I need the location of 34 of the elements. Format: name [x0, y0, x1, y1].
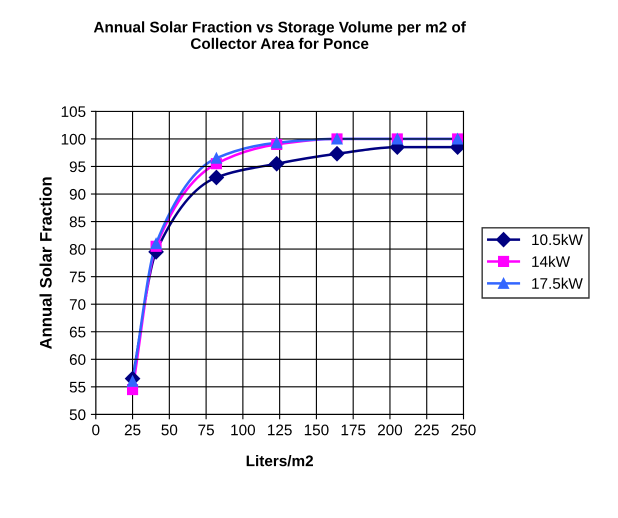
x-tick-label: 225 — [414, 424, 439, 436]
y-tick-label: 95 — [70, 161, 86, 172]
x-tick-label: 75 — [198, 424, 214, 436]
x-tick-label: 0 — [92, 424, 100, 436]
point — [269, 156, 284, 172]
y-tick-label: 105 — [62, 106, 86, 118]
x-tick-label: 250 — [452, 424, 476, 436]
x-tick-label: 175 — [342, 424, 366, 436]
x-tick-label: 100 — [231, 424, 256, 436]
y-tick-label: 60 — [70, 354, 86, 365]
x-tick-label: 125 — [268, 424, 292, 436]
y-tick-label: 55 — [70, 382, 86, 393]
y-tick-label: 100 — [62, 134, 86, 145]
x-tick-label: 200 — [378, 424, 402, 436]
y-axis-title: Annual Solar Fraction — [39, 177, 52, 350]
y-tick-label: 50 — [70, 409, 86, 420]
y-tick-label: 90 — [70, 188, 86, 200]
legend-label: 14kW — [532, 256, 570, 267]
x-tick-label: 25 — [124, 424, 140, 436]
y-tick-label: 70 — [70, 299, 86, 310]
y-tick-label: 85 — [70, 216, 86, 228]
legend-label: 10.5kW — [532, 234, 583, 246]
y-tick-label: 65 — [70, 326, 86, 338]
y-tick-label: 75 — [70, 272, 86, 282]
y-tick-label: 80 — [70, 244, 86, 255]
x-tick-label: 50 — [161, 424, 178, 436]
chart-title: Annual Solar Fraction vs Storage Volume per m2 of Collector Area for Ponce — [94, 21, 466, 50]
point — [210, 152, 222, 164]
point — [329, 146, 345, 162]
legend-label: 17.5kW — [532, 278, 583, 289]
point — [150, 238, 162, 250]
x-tick-label: 150 — [304, 424, 329, 436]
x-axis-title: Liters/m2 — [246, 455, 313, 466]
point — [208, 170, 224, 186]
